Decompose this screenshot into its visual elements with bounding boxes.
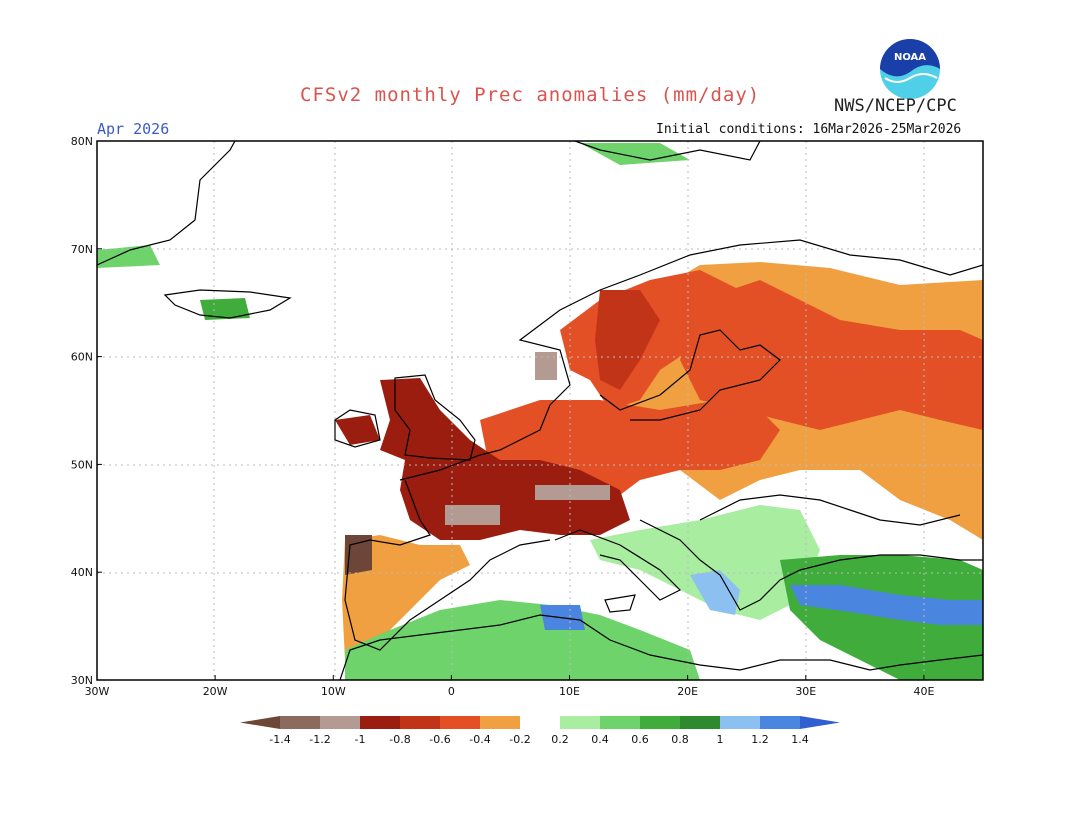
wet-anomaly-mediterranean: [590, 505, 820, 620]
colorbar-segment: [760, 716, 800, 729]
colorbar-label: 0.6: [631, 733, 649, 746]
lat-label: 70N: [71, 243, 93, 256]
wet-anomaly-svalbard: [580, 143, 690, 165]
noaa-logo-text: NOAA: [894, 52, 926, 63]
colorbar-label: -0.8: [389, 733, 410, 746]
colorbar-label: -1: [355, 733, 366, 746]
lat-label: 50N: [71, 458, 93, 471]
colorbar-label: 1.2: [751, 733, 769, 746]
colorbar-segment: [560, 716, 600, 729]
latitude-labels: 80N 70N 60N 50N 40N 30N: [71, 135, 102, 687]
dry-anomaly-iberia: [342, 535, 470, 660]
dry-anomaly-patch-norway: [535, 352, 557, 380]
lon-label: 20E: [677, 685, 698, 698]
colorbar-segment: [400, 716, 440, 729]
colorbar-label: 0.2: [551, 733, 569, 746]
colorbar-label: -1.4: [269, 733, 290, 746]
colorbar: [240, 716, 840, 729]
noaa-logo: NOAA: [879, 38, 941, 100]
coastlines: [97, 141, 983, 680]
colorbar-segment: [680, 716, 720, 729]
colorbar-segment: [720, 716, 760, 729]
lon-label: 40E: [913, 685, 934, 698]
target-month: Apr 2026: [97, 120, 170, 138]
colorbar-segment: [800, 716, 840, 729]
lon-label: 20W: [203, 685, 228, 698]
wet-anomaly-greece: [690, 570, 740, 615]
dry-anomaly-patch-france: [445, 505, 500, 525]
dry-anomaly-eastern-europe: [680, 280, 983, 430]
lon-label: 30W: [85, 685, 110, 698]
lat-label: 60N: [71, 351, 93, 364]
lat-label: 30N: [71, 674, 93, 687]
anomaly-fill-layer: [97, 143, 983, 680]
graticule: [97, 141, 983, 680]
dry-anomaly-patch-alps: [535, 485, 610, 500]
colorbar-segment: [280, 716, 320, 729]
colorbar-label: -1.2: [309, 733, 330, 746]
map-frame: [96, 140, 984, 681]
initial-conditions: Initial conditions: 16Mar2026-25Mar2026: [656, 122, 962, 137]
wet-anomaly-iceland: [200, 298, 250, 320]
colorbar-segment: [240, 716, 280, 729]
longitude-labels: 30W 20W 10W 0 10E 20E 30E 40E: [85, 675, 934, 698]
lat-label: 80N: [71, 135, 93, 148]
strong-dry-anomaly-ireland: [335, 415, 380, 445]
lon-label: 30E: [795, 685, 816, 698]
colorbar-label: 1: [717, 733, 724, 746]
wet-anomaly-north-africa: [345, 600, 700, 680]
map-title: CFSv2 monthly Prec anomalies (mm/day): [300, 84, 761, 106]
colorbar-segment: [320, 716, 360, 729]
colorbar-segment: [640, 716, 680, 729]
colorbar-label: -0.6: [429, 733, 450, 746]
wet-anomaly-greenland: [97, 245, 160, 268]
colorbar-label: -0.4: [469, 733, 490, 746]
colorbar-label: -0.2: [509, 733, 530, 746]
strong-wet-anomaly-turkey: [790, 585, 983, 625]
colorbar-label: 0.4: [591, 733, 609, 746]
colorbar-label: 0.8: [671, 733, 689, 746]
lon-label: 10E: [559, 685, 580, 698]
colorbar-segment: [520, 716, 560, 729]
lon-label: 0: [448, 685, 455, 698]
agency-label: NWS/NCEP/CPC: [834, 96, 957, 116]
colorbar-segment: [480, 716, 520, 729]
strong-dry-anomaly-baltic: [595, 290, 660, 390]
colorbar-label: 1.4: [791, 733, 809, 746]
lon-label: 10W: [321, 685, 346, 698]
lat-label: 40N: [71, 566, 93, 579]
colorbar-segment: [360, 716, 400, 729]
colorbar-segment: [440, 716, 480, 729]
colorbar-labels: -1.4 -1.2 -1 -0.8 -0.6 -0.4 -0.2 0.2 0.4 0.6 0.8 1 1…: [269, 733, 808, 746]
colorbar-segment: [600, 716, 640, 729]
